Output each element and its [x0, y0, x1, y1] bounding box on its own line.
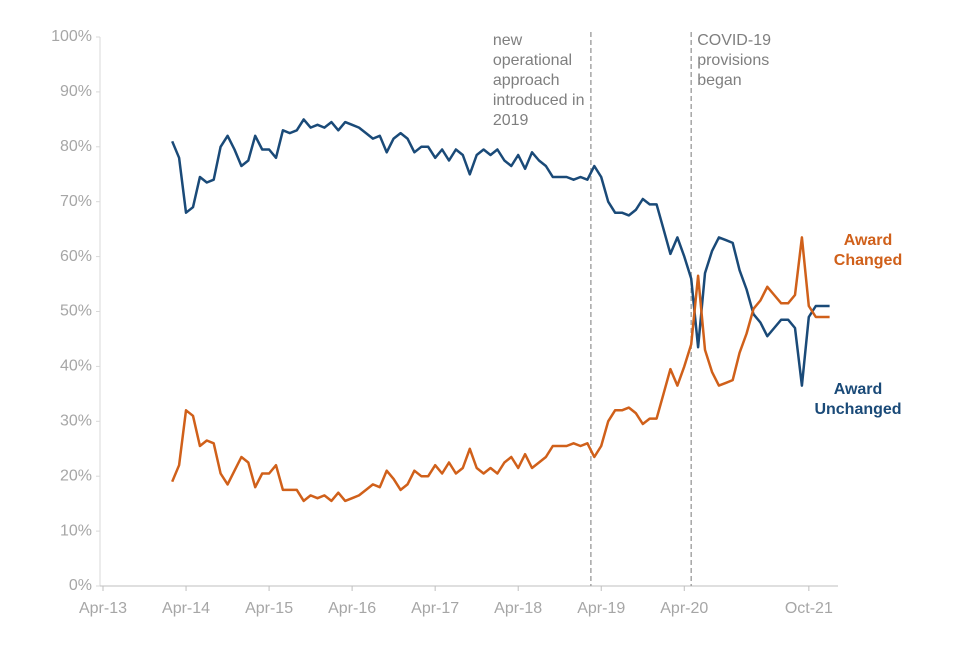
x-tick-label: Apr-17 — [411, 600, 459, 617]
y-tick-label: 0% — [69, 577, 92, 594]
x-tick-label: Apr-13 — [79, 600, 127, 617]
y-tick-label: 30% — [60, 413, 92, 430]
y-tick-label: 10% — [60, 522, 92, 539]
x-tick-label: Apr-16 — [328, 600, 376, 617]
annotation-text: new operational approach introduced in 2… — [492, 32, 585, 129]
x-tick-label: Apr-15 — [245, 600, 293, 617]
series-label: Award Unchanged — [814, 381, 902, 418]
series-line — [171, 118, 830, 387]
y-tick-label: 80% — [60, 138, 92, 155]
x-tick-label: Apr-14 — [162, 600, 210, 617]
x-tick-label: Apr-18 — [494, 600, 542, 617]
x-tick-label: Apr-20 — [660, 600, 708, 617]
y-tick-label: 70% — [60, 193, 92, 210]
y-tick-label: 90% — [60, 83, 92, 100]
x-tick-label: Apr-19 — [577, 600, 625, 617]
series-label: Award Changed — [833, 232, 903, 269]
y-tick-label: 100% — [51, 28, 92, 45]
x-tick-label: Oct-21 — [785, 600, 833, 617]
y-tick-label: 20% — [60, 467, 92, 484]
series-line — [171, 236, 830, 503]
annotation-text: COVID-19 provisions began — [697, 32, 771, 89]
y-tick-label: 60% — [60, 248, 92, 265]
y-tick-label: 40% — [60, 358, 92, 375]
y-tick-label: 50% — [60, 303, 92, 320]
